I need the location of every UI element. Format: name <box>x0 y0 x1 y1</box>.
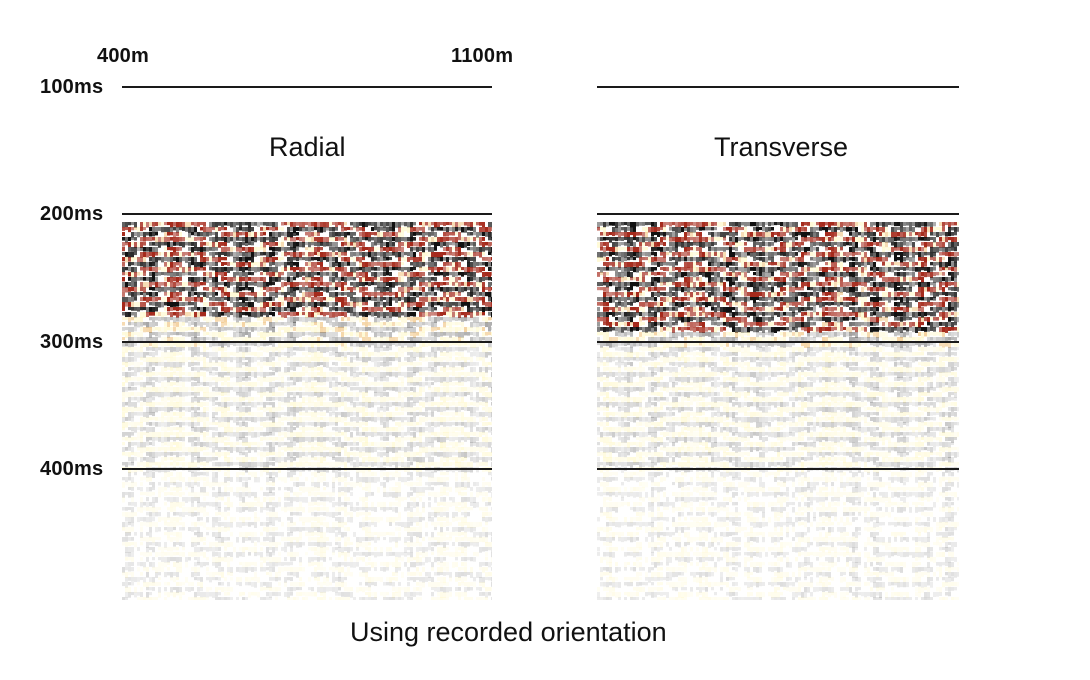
seismic-wiggles <box>597 222 959 600</box>
time-label-200ms: 200ms <box>40 203 104 225</box>
seismic-traces-radial <box>122 222 492 600</box>
distance-label-end: 1100m <box>451 45 514 67</box>
seismic-wiggles <box>122 222 492 600</box>
seismic-section-radial <box>122 222 492 600</box>
time-label-100ms: 100ms <box>40 76 104 98</box>
time-line-300ms-transverse <box>597 341 959 343</box>
time-line-200ms-radial <box>122 213 492 215</box>
panel-title-radial: Radial <box>269 132 346 162</box>
time-line-400ms-radial <box>122 468 492 470</box>
seismic-section-transverse <box>597 222 959 600</box>
time-line-400ms-transverse <box>597 468 959 470</box>
time-line-200ms-transverse <box>597 213 959 215</box>
time-label-300ms: 300ms <box>40 331 104 353</box>
figure-caption: Using recorded orientation <box>350 617 667 647</box>
time-line-100ms-transverse <box>597 86 959 88</box>
panel-title-transverse: Transverse <box>714 132 849 162</box>
time-label-400ms: 400ms <box>40 458 104 480</box>
seismic-traces-transverse <box>597 222 959 600</box>
time-line-100ms-radial <box>122 86 492 88</box>
time-line-300ms-radial <box>122 341 492 343</box>
distance-label-start: 400m <box>97 45 149 67</box>
